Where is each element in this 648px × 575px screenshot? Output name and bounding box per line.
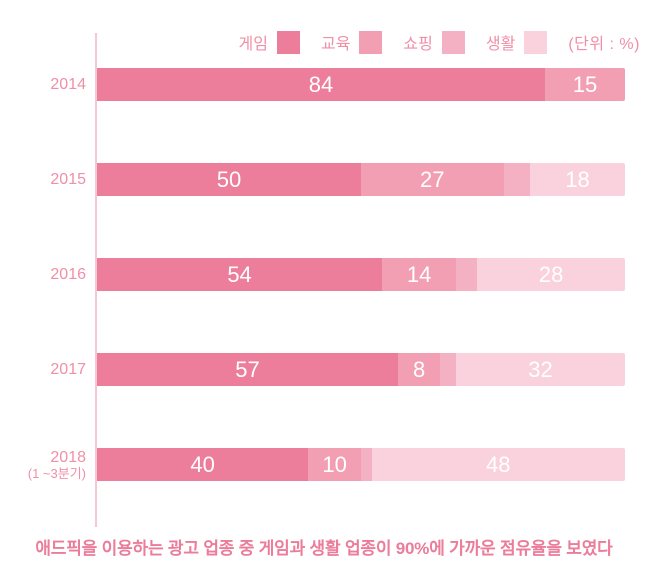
bar-segment-게임: 40 [97,448,309,481]
chart-row: 2014 84 15 [0,68,648,101]
legend-item: 쇼핑 [403,30,465,54]
bar-value-label: 54 [227,262,252,287]
bar-value-label: 48 [486,452,511,477]
chart-row: 2015 50 27 18 [0,163,648,196]
bar-segment-게임: 54 [97,258,383,291]
bar-segment-쇼핑 [456,258,478,291]
legend-color-swatch [441,30,465,54]
chart-legend: 게임 교육 쇼핑 생활 (단위 : %) [239,30,640,54]
category-year: 2018 [50,448,86,466]
category-label: 2016 [0,258,86,291]
bar-segment-교육: 14 [382,258,457,291]
bar-segment-생활: 48 [371,448,625,481]
category-label: 2015 [0,163,86,196]
bar-segment-게임: 50 [97,163,361,196]
bar-segment-생활: 18 [529,163,625,196]
bar-segment-교육: 27 [361,163,504,196]
legend-unit-label: (단위 : %) [568,36,640,53]
bar-value-label: 40 [190,452,215,477]
bar-value-label: 32 [528,357,553,382]
legend-color-swatch [359,30,383,54]
bar-value-label: 10 [322,452,347,477]
bar-segment-게임: 84 [97,68,545,101]
bar-value-label: 14 [406,262,432,287]
bar-segment-쇼핑 [503,163,530,196]
bar-value-label: 18 [565,167,590,192]
chart-row: 2016 54 14 28 [0,258,648,291]
stacked-bar: 50 27 18 [97,163,625,196]
category-label: 2014 [0,68,86,101]
category-year: 2016 [50,266,86,283]
bar-chart: 2014 84 15 2015 50 27 18 2016 54 14 28 2017 57 8 32 201… [0,68,648,481]
category-year: 2015 [50,171,86,188]
bar-segment-교육: 10 [308,448,361,481]
bar-value-label: 27 [420,167,445,192]
legend-item: 교육 [320,30,383,54]
legend-item-label: 교육 [320,36,351,53]
bar-value-label: 8 [412,357,426,382]
legend-item-label: 게임 [238,36,268,53]
chart-row: 2017 57 8 32 [0,353,648,386]
chart-row: 2018 (1 ~3분기) 40 10 48 [0,448,648,481]
bar-segment-교육: 8 [397,353,441,386]
category-year: 2017 [50,361,86,378]
legend-color-swatch [276,30,300,54]
bar-value-label: 50 [216,167,242,192]
y-axis-line [95,33,97,527]
stacked-bar: 57 8 32 [97,353,625,386]
bar-value-label: 57 [235,357,260,382]
bar-segment-생활: 28 [477,258,625,291]
legend-item: 게임 [239,30,300,54]
legend-item-label: 생활 [485,36,516,53]
stacked-bar: 40 10 48 [97,448,625,481]
bar-segment-교육: 15 [545,68,625,101]
category-sub-label: (1 ~3분기) [27,465,86,481]
bar-segment-쇼핑 [440,353,457,386]
category-label: 2018 (1 ~3분기) [0,448,86,481]
bar-value-label: 84 [308,72,334,97]
category-year: 2014 [50,76,86,93]
legend-color-swatch [524,30,548,54]
category-label: 2017 [0,353,86,386]
legend-item-label: 쇼핑 [403,36,433,53]
bar-segment-게임: 57 [97,353,398,386]
stacked-bar: 84 15 [97,68,625,101]
legend-item: 생활 [485,30,548,54]
bar-value-label: 15 [572,72,598,97]
chart-caption: 애드픽을 이용하는 광고 업종 중 게임과 생활 업종이 90%에 가까운 점유… [35,539,613,558]
bar-value-label: 28 [538,262,564,287]
bar-segment-쇼핑 [361,448,372,481]
stacked-bar: 54 14 28 [97,258,625,291]
bar-segment-생활: 32 [456,353,625,386]
